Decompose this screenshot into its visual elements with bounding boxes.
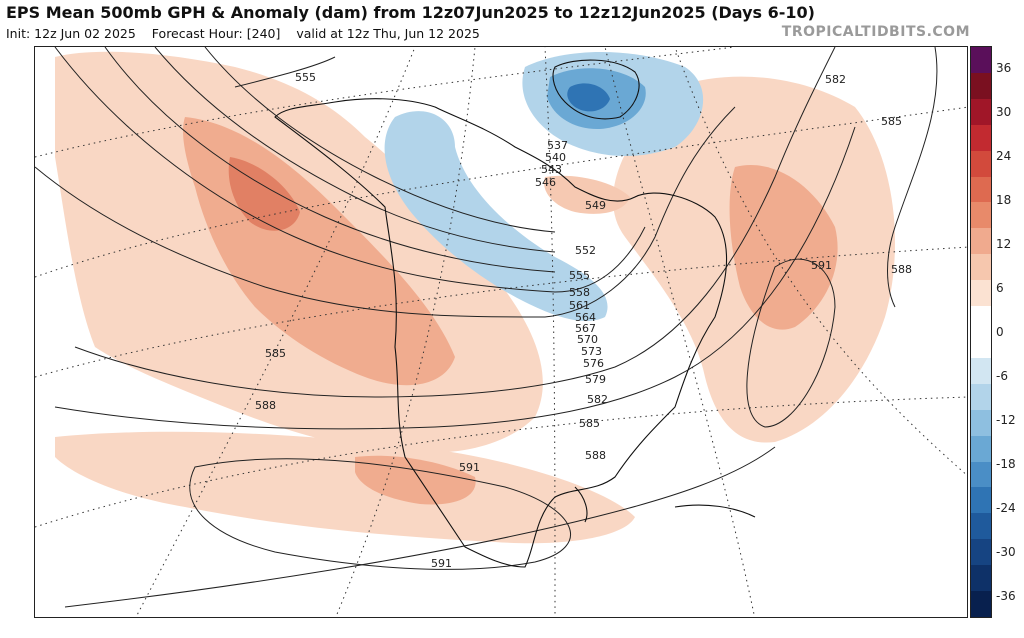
graticule bbox=[35, 47, 967, 617]
contour-label: 585 bbox=[881, 115, 902, 128]
contour-label: 576 bbox=[583, 357, 604, 370]
contour-label: 573 bbox=[581, 345, 602, 358]
colorbar-swatch bbox=[971, 461, 991, 488]
colorbar-label: -30 bbox=[996, 545, 1016, 559]
anomaly-region-east-core bbox=[729, 165, 838, 330]
colorbar-label: 30 bbox=[996, 105, 1012, 119]
colorbar-swatch bbox=[971, 98, 991, 126]
colorbar-label: 36 bbox=[996, 61, 1012, 75]
height-contours bbox=[35, 47, 938, 608]
colorbar-swatch bbox=[971, 409, 991, 437]
anomaly-colorbar bbox=[970, 46, 992, 618]
anomaly-region-south-core bbox=[355, 455, 476, 505]
anomaly-region-greenland-min bbox=[567, 83, 610, 112]
negative-anomaly-shading bbox=[384, 52, 704, 322]
colorbar-swatch bbox=[971, 280, 991, 307]
colorbar-label: 0 bbox=[996, 325, 1004, 339]
contour-label: 546 bbox=[535, 176, 556, 189]
contour-label: 570 bbox=[577, 333, 598, 346]
colorbar-label: -36 bbox=[996, 589, 1016, 603]
map-title: EPS Mean 500mb GPH & Anomaly (dam) from … bbox=[6, 3, 815, 22]
colorbar-swatch bbox=[971, 176, 991, 203]
contour-label: 585 bbox=[265, 347, 286, 360]
colorbar-label: 18 bbox=[996, 193, 1012, 207]
greenland-coast bbox=[552, 59, 640, 120]
contour-label: 537 bbox=[547, 139, 568, 152]
contour-label: 558 bbox=[569, 286, 590, 299]
contour-label: 591 bbox=[811, 259, 832, 272]
north-america-coast bbox=[274, 98, 728, 568]
colorbar-swatch bbox=[971, 487, 991, 514]
colorbar-swatch bbox=[971, 357, 991, 385]
colorbar-swatch bbox=[971, 565, 991, 592]
init-time: Init: 12z Jun 02 2025 bbox=[6, 26, 136, 41]
colorbar-swatch bbox=[971, 591, 991, 618]
contour-label: 582 bbox=[825, 73, 846, 86]
florida-coast bbox=[574, 486, 588, 523]
forecast-hour: Forecast Hour: [240] bbox=[151, 26, 281, 41]
colorbar-swatch bbox=[971, 72, 991, 100]
colorbar-swatch bbox=[971, 47, 991, 74]
contour-label: 564 bbox=[575, 311, 596, 324]
contour-label: 588 bbox=[585, 449, 606, 462]
map-panel: 555 537 540 543 546 549 552 555 558 561 … bbox=[34, 46, 968, 618]
contour-label: 579 bbox=[585, 373, 606, 386]
contour-label: 549 bbox=[585, 199, 606, 212]
colorbar-label: -6 bbox=[996, 369, 1008, 383]
colorbar-swatch bbox=[971, 150, 991, 178]
colorbar-swatch bbox=[971, 332, 991, 359]
contour-label: 555 bbox=[295, 71, 316, 84]
contour-label: 567 bbox=[575, 322, 596, 335]
valid-time: valid at 12z Thu, Jun 12 2025 bbox=[296, 26, 480, 41]
contour-label: 591 bbox=[431, 557, 452, 570]
contour-label: 588 bbox=[255, 399, 276, 412]
contour-label: 540 bbox=[545, 151, 566, 164]
contour-label-group: 555 537 540 543 546 549 552 555 558 561 … bbox=[255, 71, 912, 570]
contour-label: 552 bbox=[575, 244, 596, 257]
colorbar-swatch bbox=[971, 513, 991, 540]
colorbar-label: 24 bbox=[996, 149, 1012, 163]
cuba-coast bbox=[674, 504, 756, 518]
contour-label: 582 bbox=[587, 393, 608, 406]
contour-label: 555 bbox=[569, 269, 590, 282]
colorbar-swatch bbox=[971, 254, 991, 281]
anomaly-region-south bbox=[55, 431, 635, 544]
contour-label: 585 bbox=[579, 417, 600, 430]
colorbar-swatch bbox=[971, 383, 991, 411]
contour-label: 561 bbox=[569, 299, 590, 312]
colorbar-labels: 36 30 24 18 12 6 0 -6 -12 -18 -24 -30 -36 bbox=[994, 46, 1024, 618]
colorbar-label: 6 bbox=[996, 281, 1004, 295]
colorbar-swatch bbox=[971, 435, 991, 463]
colorbar-label: -24 bbox=[996, 501, 1016, 515]
positive-anomaly-shading bbox=[55, 51, 895, 544]
colorbar-swatch bbox=[971, 306, 991, 333]
watermark: TROPICALTIDBITS.COM bbox=[781, 24, 970, 40]
coastlines bbox=[274, 59, 756, 568]
anomaly-region-hudson bbox=[544, 175, 630, 214]
contour-label: 588 bbox=[891, 263, 912, 276]
colorbar-swatch bbox=[971, 124, 991, 152]
colorbar-label: 12 bbox=[996, 237, 1012, 251]
colorbar-label: -18 bbox=[996, 457, 1016, 471]
colorbar-label: -12 bbox=[996, 413, 1016, 427]
contour-label: 543 bbox=[541, 163, 562, 176]
colorbar-swatch bbox=[971, 539, 991, 566]
anomaly-region-canada-trough bbox=[384, 111, 608, 322]
map-subtitle: Init: 12z Jun 02 2025 Forecast Hour: [24… bbox=[6, 26, 492, 41]
colorbar-swatch bbox=[971, 202, 991, 229]
contour-label: 591 bbox=[459, 461, 480, 474]
colorbar-swatch bbox=[971, 228, 991, 255]
map-canvas: 555 537 540 543 546 549 552 555 558 561 … bbox=[35, 47, 967, 617]
